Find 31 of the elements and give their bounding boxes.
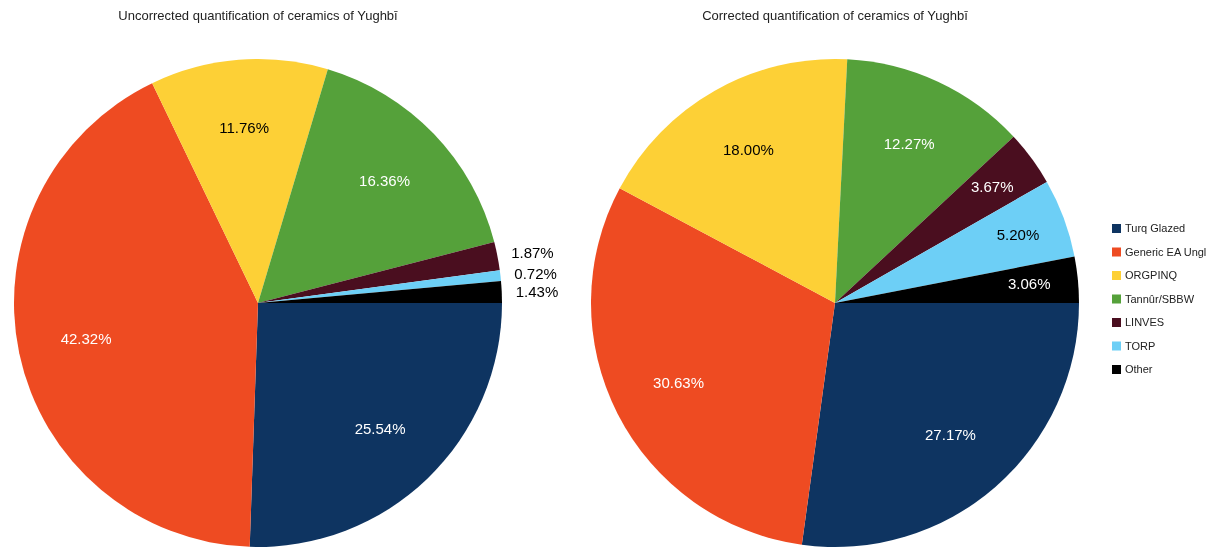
data-label: 16.36% [359,172,410,190]
data-label: 5.20% [996,226,1040,244]
data-label: 42.32% [60,330,112,348]
data-label: 0.72% [514,265,557,283]
chart-title: Uncorrected quantification of ceramics of Yughbī [118,8,399,23]
pie-slice [619,59,848,303]
chart-title: Corrected quantification of ceramics of Yughbī [702,8,969,23]
pie-slice [249,303,502,547]
data-label: 3.67% [970,178,1014,196]
data-label: 25.54% [354,420,406,438]
data-label: 1.87% [511,244,554,262]
data-label: 1.43% [515,283,559,301]
pie-slice [835,256,1079,303]
legend-label: LINVES [1125,316,1165,328]
pie-slice [591,188,835,545]
data-label: 18.00% [723,141,774,159]
data-label: 11.76% [219,118,269,136]
legend-label: Tannûr/SBBW [1125,292,1195,305]
pie-slice [801,303,1079,547]
pie-slice [835,181,1075,303]
data-label: 12.27% [883,134,935,152]
data-label: 3.06% [1008,275,1051,293]
legend-label: Turq Glazed [1125,222,1186,234]
legend-label: TORP [1125,339,1156,352]
data-label: 27.17% [925,426,976,444]
pie-slice [152,59,328,303]
legend-label: Other [1125,363,1153,375]
legend-label: Generic EA Ungl [1125,245,1207,258]
data-label: 30.63% [653,373,704,391]
pie-slice [258,242,500,303]
legend-label: ORGPINQ [1125,269,1178,281]
